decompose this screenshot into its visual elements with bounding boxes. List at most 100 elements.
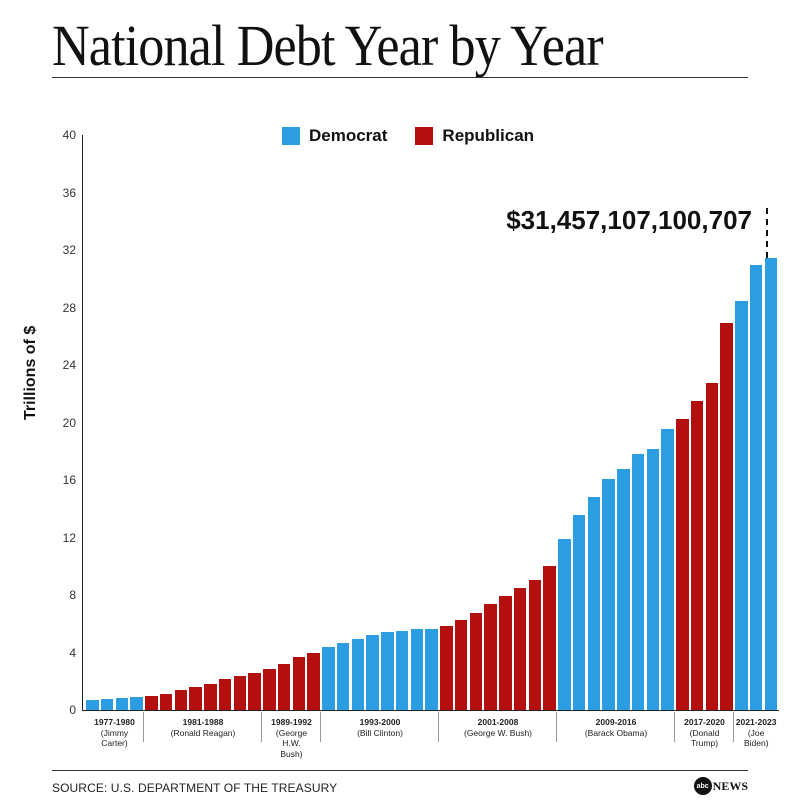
bar-1999 [410, 628, 423, 710]
group-separator [261, 712, 262, 742]
bar-1993 [322, 646, 335, 710]
bar-1987 [233, 676, 246, 710]
bar-1997 [381, 632, 394, 710]
y-tick-label: 40 [62, 128, 76, 142]
debt-annotation: $31,457,107,100,707 [506, 205, 752, 235]
group-separator [733, 712, 734, 742]
group-separator [438, 712, 439, 742]
group-years: 1977-1980 [94, 717, 135, 727]
bar-2023 [764, 257, 777, 710]
y-tick-label: 24 [62, 358, 76, 372]
bar-1981 [145, 695, 158, 710]
bar-2015 [646, 449, 659, 710]
bar-2018 [690, 400, 704, 710]
bar-1978 [100, 698, 114, 710]
y-axis [82, 135, 83, 711]
bar-2019 [705, 383, 718, 710]
bar-1990 [277, 663, 291, 710]
bar-1991 [292, 657, 305, 710]
abc-logo-icon: abc [693, 777, 712, 795]
logo-text: NEWS [712, 778, 748, 793]
group-president: (Jimmy Carter) [100, 727, 129, 749]
title-divider [52, 77, 748, 78]
y-tick-label: 12 [62, 530, 76, 545]
group-years: 2009-2016 [595, 717, 637, 727]
y-tick-label: 32 [62, 243, 76, 257]
y-tick-label: 8 [69, 588, 76, 602]
group-label: 2001-2008 (George W. Bush) [439, 717, 557, 738]
group-separator [320, 712, 321, 742]
bar-1977 [86, 699, 99, 710]
group-president: (Joe Biden) [744, 727, 769, 749]
bar-1994 [336, 642, 350, 710]
group-label: 2017-2020 (Donald Trump) [675, 717, 734, 749]
chart-title: National Debt Year by Year [52, 13, 604, 78]
bar-2014 [631, 453, 645, 710]
group-years: 2021-2023 [735, 717, 777, 727]
group-years: 2001-2008 [477, 717, 519, 727]
group-president: (Bill Clinton) [357, 727, 403, 738]
group-label: 2009-2016 (Barack Obama) [557, 717, 675, 738]
bar-2007 [528, 580, 541, 710]
bar-2012 [602, 479, 615, 710]
bar-2017 [676, 419, 689, 710]
footer-divider [52, 770, 748, 771]
bar-1983 [174, 690, 187, 710]
democrat-swatch-icon [282, 127, 300, 145]
bar-2008 [543, 565, 556, 710]
group-label: 1993-2000 (Bill Clinton) [321, 717, 439, 738]
bar-1985 [204, 683, 217, 710]
legend-item-republican: Republican [415, 126, 534, 146]
bar-1982 [159, 693, 173, 710]
bar-2006 [513, 587, 527, 710]
bar-1996 [366, 634, 379, 710]
source-note: SOURCE: U.S. DEPARTMENT OF THE TREASURY [52, 781, 338, 795]
bar-2022 [749, 265, 763, 710]
bar-1986 [218, 679, 232, 710]
group-president: (Barack Obama) [584, 727, 648, 738]
bar-1988 [248, 672, 261, 710]
y-tick-label: 20 [62, 415, 76, 430]
group-president: (Ronald Reagan) [170, 727, 236, 738]
y-tick-label: 16 [62, 473, 76, 487]
group-separator [143, 712, 144, 742]
y-tick-label: 28 [62, 300, 76, 315]
bar-2002 [454, 620, 468, 710]
annotation-leader-line [766, 208, 768, 258]
group-years: 1981-1988 [182, 717, 224, 727]
group-separator [674, 712, 675, 742]
bar-2013 [617, 469, 630, 710]
legend: Democrat Republican [282, 126, 562, 146]
legend-item-democrat: Democrat [282, 126, 387, 146]
group-president: (Donald Trump) [689, 727, 720, 749]
bar-1998 [395, 630, 409, 710]
group-president: (George H.W. Bush) [275, 727, 308, 759]
group-years: 1993-2000 [359, 717, 401, 727]
bar-2001 [440, 626, 453, 710]
bar-2009 [558, 538, 571, 710]
group-years: 1989-1992 [271, 717, 312, 727]
bar-1995 [351, 638, 364, 710]
abc-news-logo: abc NEWS [693, 777, 748, 795]
bar-1992 [307, 652, 320, 710]
bar-2010 [572, 515, 586, 710]
bar-1980 [130, 696, 143, 710]
bar-2005 [499, 596, 512, 710]
group-label: 2021-2023 (Joe Biden) [734, 717, 778, 749]
y-tick-label: 4 [69, 645, 76, 660]
republican-swatch-icon [415, 127, 434, 145]
group-president: (George W. Bush) [463, 727, 533, 738]
group-label: 1989-1992 (George H.W. Bush) [262, 717, 321, 760]
bar-2000 [425, 628, 438, 710]
group-separator [556, 712, 557, 742]
group-years: 2017-2020 [684, 717, 725, 727]
group-label: 1981-1988 (Ronald Reagan) [144, 717, 262, 738]
x-axis [82, 710, 779, 711]
bar-2011 [587, 497, 600, 710]
y-axis-label: Trillions of $ [22, 325, 39, 420]
y-tick-label: 36 [62, 185, 76, 200]
bar-1984 [189, 687, 202, 710]
bar-2003 [469, 612, 482, 710]
bar-2020 [720, 322, 733, 710]
legend-label: Democrat [309, 126, 388, 145]
